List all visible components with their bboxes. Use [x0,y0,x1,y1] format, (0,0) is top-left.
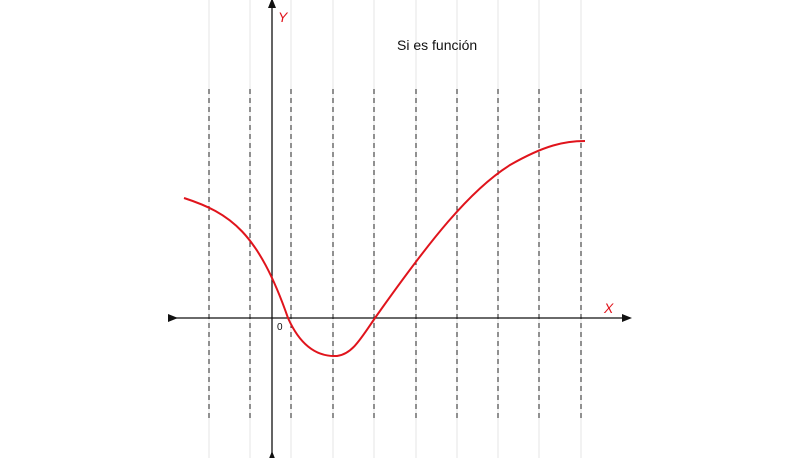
y-axis-label: Y [278,9,288,25]
x-axis-label: X [604,300,614,316]
vertical-dashed-lines [208,89,582,418]
origin-label: 0 [277,322,283,333]
function-curve [183,140,586,358]
diagram-title: Si es función [397,37,478,53]
background-grid-lines [208,0,582,458]
